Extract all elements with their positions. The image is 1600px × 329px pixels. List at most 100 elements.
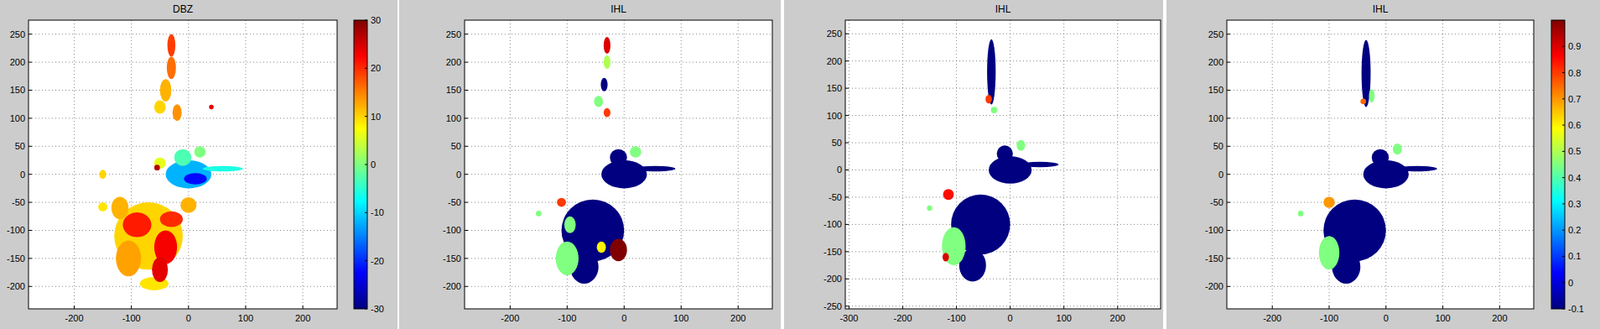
colorbar-tick <box>364 259 368 261</box>
colorbar-tick <box>364 20 368 21</box>
colorbar-tick <box>1562 124 1565 126</box>
tick-mark <box>464 62 468 63</box>
tick-mark <box>845 196 849 198</box>
colorbar-tick <box>364 115 368 117</box>
tick-mark <box>737 305 739 309</box>
grid-line <box>464 89 773 91</box>
colorbar-tick-label: 0 <box>1568 277 1574 288</box>
tick-mark <box>845 278 849 280</box>
x-tick-label: 100 <box>1056 312 1072 323</box>
grid-line <box>1116 20 1118 309</box>
colorbar-tick-label: 0.3 <box>1568 198 1581 209</box>
grid-line <box>464 202 773 203</box>
x-tick-label: 100 <box>238 312 254 323</box>
x-tick-label: 0 <box>1007 312 1013 323</box>
y-tick-label: -100 <box>6 224 26 235</box>
y-tick-label: 200 <box>446 57 462 68</box>
tick-mark <box>28 285 32 287</box>
field <box>535 36 676 284</box>
colorbar-tick-label: 0.1 <box>1568 250 1581 261</box>
tick-mark <box>464 202 468 203</box>
tick-mark <box>244 305 246 309</box>
grid-line <box>1226 33 1534 35</box>
colorbar-tick-label: -0.1 <box>1568 303 1585 314</box>
grid-line <box>1226 89 1534 91</box>
echo-region <box>98 202 108 212</box>
x-tick-label: 200 <box>295 312 311 323</box>
panel-background <box>0 0 398 329</box>
y-tick-label: -100 <box>823 218 842 229</box>
grid-line <box>902 20 904 309</box>
tick-mark <box>1226 89 1231 91</box>
tick-mark <box>623 305 625 309</box>
echo-region <box>603 36 611 54</box>
y-tick-label: 250 <box>1208 29 1224 40</box>
echo-region <box>194 145 207 157</box>
y-tick-label: 50 <box>15 140 26 151</box>
y-tick-label: -150 <box>823 246 842 257</box>
tick-mark <box>1226 145 1231 147</box>
plot-frame <box>464 20 773 309</box>
echo-region <box>600 77 608 92</box>
echo-region <box>1298 210 1304 217</box>
y-tick-label: 0 <box>20 169 26 180</box>
grid-line <box>845 88 1161 89</box>
tick-mark <box>845 114 849 116</box>
x-tick-label: 200 <box>1491 312 1507 323</box>
field <box>926 39 1059 282</box>
plot-area <box>28 20 338 309</box>
y-tick-label: 50 <box>831 137 842 148</box>
tick-mark <box>845 305 849 307</box>
colorbar-tick <box>364 67 368 69</box>
x-tick-label: -100 <box>122 312 141 323</box>
y-tick-label: 150 <box>10 84 26 95</box>
x-tick-label: 0 <box>186 312 192 323</box>
grid-line <box>1226 202 1534 203</box>
echo-region <box>180 197 197 213</box>
tick-mark <box>1499 305 1501 309</box>
colorbar-tick-label: 0 <box>370 159 376 170</box>
echo-region <box>154 164 161 171</box>
tick-mark <box>28 202 32 203</box>
tick-mark <box>130 305 132 309</box>
echo-region <box>183 172 207 184</box>
echo-region <box>202 166 244 172</box>
grid-line <box>955 20 957 309</box>
x-tick-label: 100 <box>673 312 689 323</box>
y-tick-label: -50 <box>11 197 26 208</box>
colorbar-tick <box>364 212 368 213</box>
grid-line <box>1272 20 1273 309</box>
echo-region <box>208 104 213 110</box>
y-tick-label: 250 <box>10 29 26 40</box>
plot-area <box>1226 20 1534 309</box>
grid-line <box>1499 20 1501 309</box>
tick-mark <box>28 145 32 147</box>
tick-mark <box>302 305 304 309</box>
y-tick-label: -250 <box>823 301 842 312</box>
x-tick-label: -200 <box>500 312 520 323</box>
tick-mark <box>845 33 849 35</box>
colorbar-tick <box>1562 255 1565 257</box>
y-tick-label: -200 <box>823 273 842 284</box>
echo-region <box>603 108 611 118</box>
colorbar-tick-label: 0.2 <box>1568 224 1581 235</box>
grid-line <box>845 305 1161 307</box>
colorbar-tick-label: -10 <box>370 207 385 218</box>
tick-mark <box>845 250 849 252</box>
echo-region <box>160 78 172 102</box>
grid-line <box>680 20 682 309</box>
colorbar <box>353 20 368 309</box>
plot-frame <box>28 20 338 309</box>
y-tick-label: 250 <box>826 28 842 39</box>
y-tick-label: -150 <box>6 253 26 264</box>
y-tick-label: -100 <box>1205 224 1224 235</box>
tick-mark <box>1226 117 1231 119</box>
colorbar-tick <box>1562 202 1565 204</box>
echo-region <box>166 56 177 79</box>
colorbar-tick-label: 0.9 <box>1568 41 1581 52</box>
tick-mark <box>680 305 682 309</box>
grid-line <box>28 257 338 259</box>
tick-mark <box>1272 305 1273 309</box>
echo-region <box>1020 161 1059 167</box>
echo-region <box>174 149 192 167</box>
